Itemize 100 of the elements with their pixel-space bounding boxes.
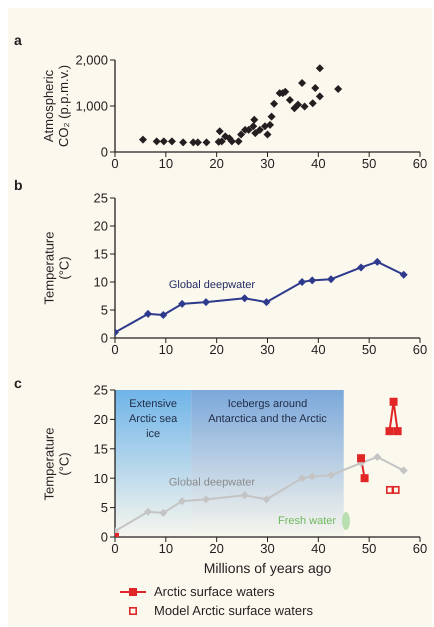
x-tick-label: 60 — [412, 342, 428, 358]
point — [251, 129, 260, 138]
point — [327, 275, 336, 284]
x-tick-label: 30 — [260, 156, 275, 172]
x-tick-label: 60 — [412, 156, 428, 172]
x-tick-label: 50 — [362, 342, 376, 358]
y-tick-label: 10 — [94, 274, 108, 290]
point — [256, 126, 264, 134]
point — [160, 137, 168, 146]
x-tick-label: 10 — [158, 342, 174, 358]
y-tick-label: 25 — [94, 190, 108, 206]
point — [268, 112, 276, 121]
y-tick-label: 1,000 — [75, 98, 108, 114]
point — [270, 100, 278, 108]
point — [144, 508, 152, 516]
x-tick-label: 10 — [158, 541, 174, 556]
x-tick-label: 20 — [209, 342, 224, 358]
point — [308, 276, 316, 284]
series-label: Global deepwater — [168, 279, 256, 292]
x-tick-label: 50 — [362, 156, 376, 172]
point — [298, 79, 306, 87]
point — [357, 263, 366, 272]
point — [316, 64, 324, 72]
y-tick-label: 20 — [94, 218, 108, 234]
x-tick-label: 30 — [260, 541, 275, 556]
point — [144, 310, 152, 318]
chart-title: c — [14, 375, 22, 391]
y-tick-label: 20 — [94, 412, 108, 428]
y-tick-label: 15 — [94, 441, 108, 456]
chart-title: a — [14, 32, 22, 48]
x-tick-label: 50 — [362, 541, 376, 556]
x-tick-label: 30 — [260, 342, 275, 358]
point — [294, 100, 302, 109]
y-tick-label: 0 — [100, 144, 108, 160]
y-tick-label: 5 — [100, 302, 108, 318]
point — [392, 486, 400, 494]
y-tick-label: 5 — [100, 500, 108, 516]
x-tick-label: 40 — [311, 342, 326, 358]
point — [373, 453, 382, 462]
x-tick-label: 0 — [111, 156, 119, 172]
point — [316, 92, 324, 100]
point — [334, 84, 342, 93]
x-tick-label: 40 — [311, 541, 326, 556]
point — [264, 130, 272, 139]
legend-label: Arctic surface waters — [154, 584, 275, 599]
point — [202, 138, 210, 146]
y-tick-label: 15 — [94, 246, 108, 262]
x-tick-label: 20 — [209, 541, 224, 556]
point — [202, 495, 210, 504]
band-label: Extensive Arctic sea ice — [128, 398, 178, 440]
point — [298, 278, 306, 286]
y-axis-title: Temperature (°C) — [40, 232, 71, 304]
legend-label: Model Arctic surface waters — [154, 603, 313, 618]
point — [327, 471, 336, 480]
point — [234, 137, 243, 146]
annotation: Fresh water — [278, 515, 336, 527]
series-label: Global deepwater — [168, 476, 256, 488]
point — [311, 84, 320, 92]
point — [386, 427, 394, 436]
point — [138, 136, 147, 144]
y-tick-label: 10 — [94, 470, 108, 486]
y-axis-title: Atmospheric CO₂ (p.p.m.v.) — [41, 64, 71, 148]
point — [159, 311, 168, 320]
x-tick-label: 60 — [412, 541, 428, 556]
point — [308, 472, 316, 480]
x-tick-label: 20 — [209, 156, 224, 172]
point — [202, 298, 210, 306]
point — [240, 491, 249, 500]
point — [300, 102, 309, 110]
y-tick-label: 25 — [94, 382, 108, 398]
point — [266, 120, 274, 129]
point — [237, 130, 246, 139]
x-tick-label: 0 — [111, 541, 119, 556]
point — [400, 270, 408, 279]
x-axis-title: Millions of years ago — [202, 560, 332, 576]
point — [400, 466, 408, 475]
point — [308, 99, 317, 108]
y-tick-label: 2,000 — [75, 52, 108, 68]
point — [159, 508, 168, 517]
point — [262, 495, 270, 504]
point — [152, 137, 161, 146]
point — [168, 137, 176, 146]
point — [357, 454, 366, 462]
x-tick-label: 40 — [311, 156, 326, 172]
chart-title: b — [14, 177, 23, 193]
point — [178, 497, 186, 506]
point — [250, 116, 258, 124]
point — [262, 298, 270, 306]
x-tick-label: 0 — [111, 342, 119, 358]
point — [286, 96, 294, 104]
y-tick-label: 0 — [100, 530, 108, 545]
point — [386, 486, 394, 494]
point — [394, 427, 402, 436]
point — [240, 294, 249, 302]
band-label: Icebergs around Antarctica and the Arctic — [208, 398, 328, 425]
x-tick-label: 10 — [158, 156, 174, 172]
y-tick-label: 0 — [100, 330, 108, 346]
point — [390, 398, 398, 406]
point — [360, 474, 369, 482]
point — [216, 127, 224, 136]
